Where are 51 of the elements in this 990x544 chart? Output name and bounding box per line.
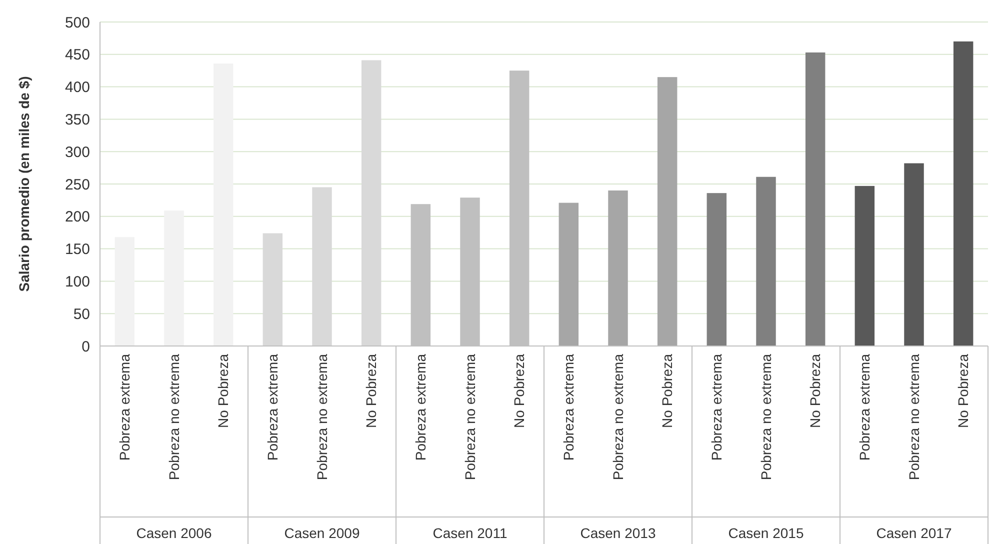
- bar: [756, 176, 776, 346]
- x-tick-label: No Pobreza: [807, 354, 824, 428]
- y-tick-label: 0: [82, 338, 90, 356]
- y-tick-label: 350: [64, 111, 90, 128]
- x-tick-label: Pobreza extrema: [116, 354, 133, 461]
- bar: [361, 60, 382, 346]
- bar: [904, 163, 924, 346]
- x-tick-label: No Pobreza: [659, 354, 676, 428]
- bar: [608, 190, 628, 346]
- x-tick-label: No Pobreza: [955, 354, 972, 428]
- y-tick-label: 50: [73, 306, 90, 323]
- x-tick-label: No Pobreza: [363, 354, 380, 428]
- bar: [312, 187, 332, 346]
- y-tick-label: 400: [64, 79, 90, 96]
- y-tick-label: 500: [64, 14, 90, 32]
- x-tick-label: No Pobreza: [215, 354, 232, 428]
- x-tick-label: Pobreza no extrema: [758, 354, 774, 480]
- bar: [953, 41, 974, 346]
- x-tick-label: Pobreza no extrema: [906, 354, 922, 480]
- x-tick-label: Pobreza extrema: [856, 354, 873, 461]
- x-tick-label: Pobreza extrema: [264, 354, 281, 461]
- y-tick-label: 150: [64, 241, 90, 258]
- text: Casen 2009: [284, 524, 360, 541]
- x-tick-label: Pobreza extrema: [412, 354, 429, 461]
- x-tick-label: Pobreza extrema: [708, 354, 725, 461]
- bar: [164, 210, 184, 346]
- x-tick-label: Pobreza no extrema: [314, 354, 330, 480]
- y-tick-label: 200: [64, 208, 90, 226]
- x-tick-label: Pobreza no extrema: [610, 354, 626, 480]
- y-tick-label: 300: [64, 144, 90, 161]
- bar: [706, 193, 727, 346]
- x-tick-label: Pobreza no extrema: [166, 354, 182, 480]
- y-tick-label: 250: [64, 176, 90, 194]
- y-tick-label: 450: [64, 46, 90, 64]
- text: Casen 2017: [876, 524, 952, 541]
- bar: [854, 186, 875, 346]
- y-axis-title: Salario promedio (en miles de $): [16, 76, 32, 292]
- bar: [213, 63, 234, 346]
- bar: [558, 202, 579, 346]
- y-tick-label: 100: [64, 273, 90, 290]
- x-tick-label: No Pobreza: [511, 354, 528, 428]
- bar: [114, 237, 135, 346]
- x-tick-label: Pobreza no extrema: [462, 354, 478, 480]
- x-tick-label: Pobreza extrema: [560, 354, 577, 461]
- text: Casen 2013: [580, 524, 656, 541]
- bar: [805, 52, 826, 346]
- text: Casen 2011: [432, 524, 508, 541]
- bar: [657, 77, 678, 346]
- bar: [262, 233, 283, 346]
- text: Casen 2006: [136, 524, 212, 541]
- text: Casen 2015: [728, 524, 804, 541]
